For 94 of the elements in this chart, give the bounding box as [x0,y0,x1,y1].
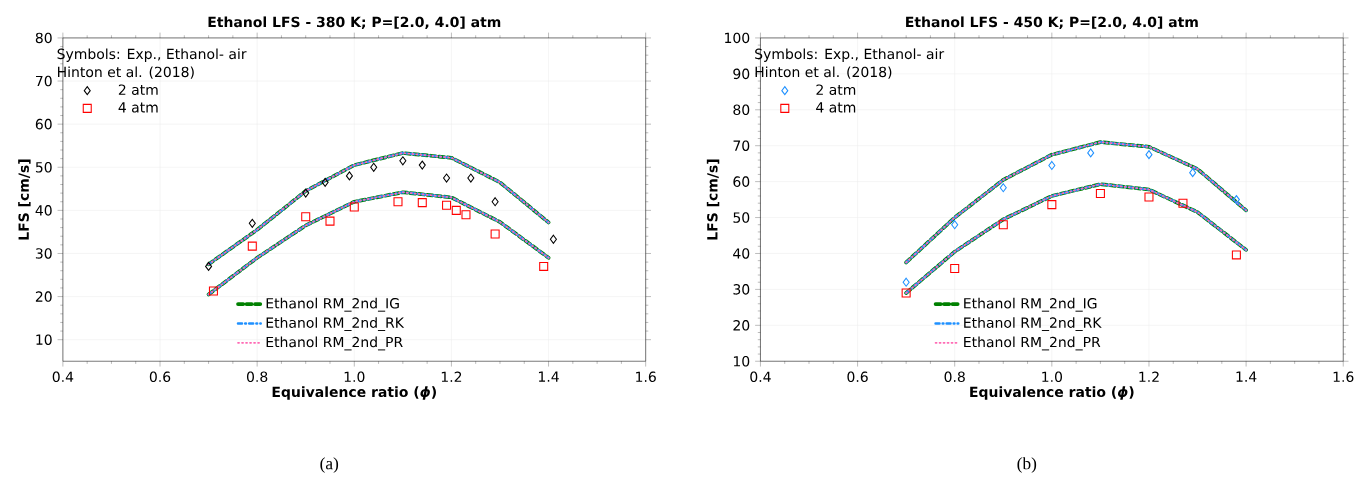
legend-label: Ethanol RM_2nd_IG [266,297,399,312]
point [461,210,471,220]
y-tick-label: 30 [733,284,750,295]
point [302,188,310,198]
y-tick-label: 20 [35,291,52,302]
y-tick-label: 60 [733,176,750,187]
point [902,277,910,287]
point [549,234,557,244]
y-tick-label: 10 [36,334,52,345]
point [951,220,959,230]
point [1087,148,1095,158]
point [208,286,218,296]
x-tick-label: 0.8 [246,371,268,383]
legend-label: Ethanol RM_2nd_PR [964,336,1101,351]
x-tick-label: 1.2 [441,371,462,382]
legend-label: Ethanol RM_2nd_IG [964,297,1097,312]
legend-label: Ethanol RM_2nd_RK [266,317,405,332]
point [1145,150,1153,160]
y-tick-label: 50 [35,161,52,173]
point [1048,160,1056,170]
y-tick-label: 70 [36,75,52,87]
x-tick-label: 0.6 [847,371,868,383]
x-tick-label: 0.8 [944,371,965,383]
point [443,173,451,183]
y-tick-label: 40 [733,248,750,259]
point [1178,198,1188,208]
legend-label: 2 atm [118,84,158,95]
point [399,156,407,166]
point [370,162,378,172]
text: (b) [1017,457,1037,473]
y-tick-label: 80 [733,104,750,116]
point [950,264,960,274]
point [491,197,499,207]
y-tick-label: 90 [733,68,750,80]
point [247,241,257,251]
y-tick-label: 10 [733,355,750,367]
point [301,212,311,222]
point [467,173,475,183]
annotation: Hinton et al. (2018) [58,66,194,79]
point [393,197,403,207]
legend-label: Ethanol RM_2nd_RK [964,317,1102,332]
chart-title: Ethanol LFS - 380 K; P=[2.0, 4.0] atm [208,16,501,30]
point [999,183,1007,193]
point [1232,195,1240,205]
x-tick-label: 1.4 [1236,371,1257,382]
legend-title: Symbols: Exp., Ethanol- air [755,48,945,62]
point [1095,188,1105,198]
y-tick-label: 40 [35,205,52,216]
point [321,177,329,187]
point [349,202,359,212]
point [1189,168,1197,178]
x-tick-label: 1.2 [1139,371,1159,382]
point [417,198,427,208]
point [1231,250,1241,260]
point [418,160,426,170]
x-tick-label: 1.6 [636,371,656,383]
y-tick-label: 30 [35,248,52,259]
y-tick-label: 70 [733,140,750,151]
point [345,171,353,181]
point [998,220,1008,230]
x-tick-label: 1.4 [538,371,559,382]
legend-label: 4 atm [118,102,158,113]
y-tick-label: 100 [725,32,750,44]
x-tick-label: 0.4 [750,371,771,383]
point [1047,200,1057,210]
chart-title: Ethanol LFS - 450 K; P=[2.0, 4.0] atm [906,16,1198,30]
x-axis-title: Equivalence ratio (ϕ) [272,386,436,400]
annotation: Hinton et al. (2018) [755,66,892,79]
legend-label: Ethanol RM_2nd_PR [266,336,403,351]
x-tick-label: 1.6 [1333,371,1354,383]
x-tick-label: 1.0 [344,371,365,383]
legend-label: 4 atm [816,102,856,113]
point [490,229,500,239]
text: (a) [320,457,339,473]
point [451,205,461,215]
point [539,261,549,271]
legend-label: 2 atm [816,84,856,95]
y-tick-label: 50 [733,212,750,223]
point [205,261,213,271]
y-axis-title: LFS [cm/s] [706,159,720,240]
x-tick-label: 0.6 [149,371,171,383]
point [248,218,256,228]
x-tick-label: 0.4 [52,371,74,383]
x-axis-title: Equivalence ratio (ϕ) [970,386,1134,400]
y-tick-label: 80 [35,32,52,44]
y-tick-label: 60 [35,118,52,130]
legend-title: Symbols: Exp., Ethanol- air [57,48,247,62]
y-tick-label: 20 [733,320,750,331]
point [325,216,335,226]
point [901,288,911,298]
point [442,200,452,210]
y-axis-title: LFS [cm/s] [18,159,31,240]
x-tick-label: 1.0 [1042,371,1063,383]
point [1144,192,1154,202]
